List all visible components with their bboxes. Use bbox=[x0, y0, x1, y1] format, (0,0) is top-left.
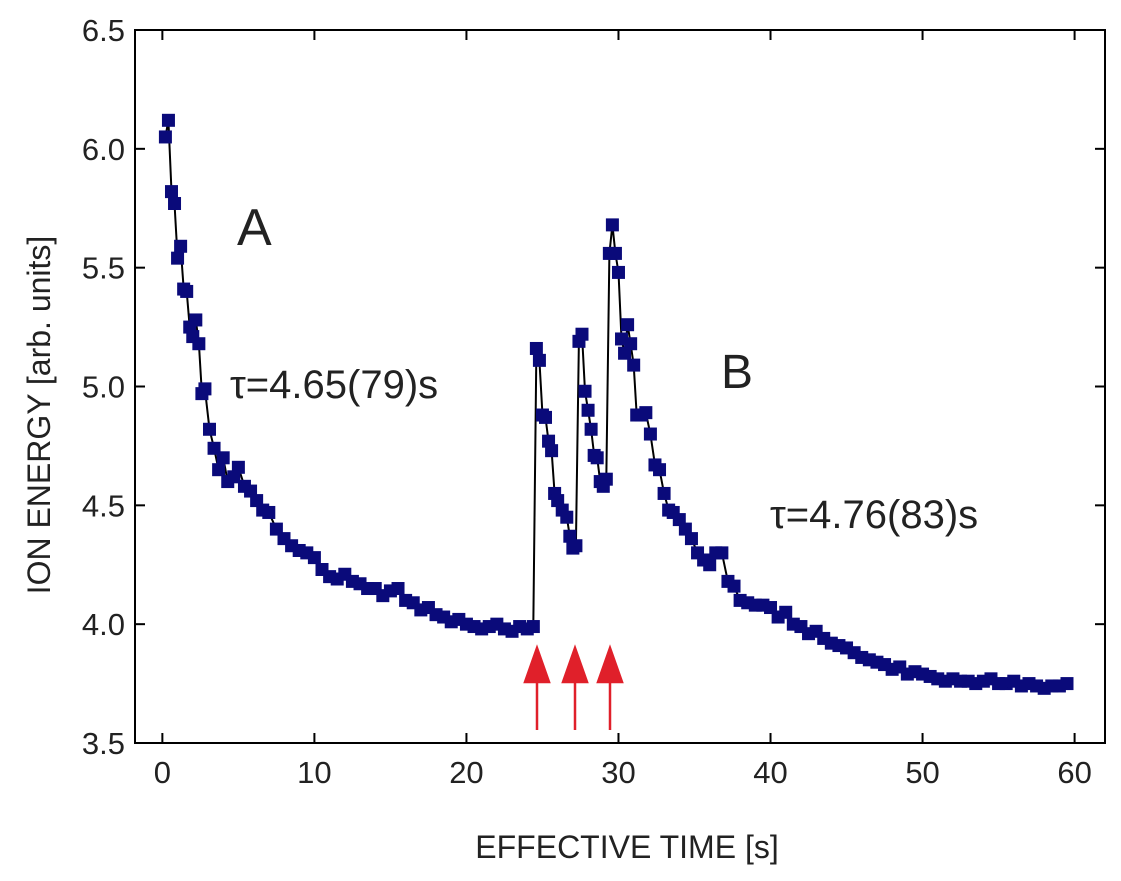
marker bbox=[168, 196, 182, 210]
x-axis-label: EFFECTIVE TIME [s] bbox=[475, 829, 778, 865]
marker bbox=[581, 403, 595, 417]
y-tick-label: 4.0 bbox=[82, 607, 125, 642]
marker bbox=[569, 539, 583, 553]
marker bbox=[657, 486, 671, 500]
marker bbox=[578, 384, 592, 398]
marker bbox=[216, 451, 230, 465]
y-tick-label: 4.5 bbox=[82, 488, 125, 523]
marker bbox=[545, 444, 559, 458]
marker bbox=[189, 313, 203, 327]
marker bbox=[624, 337, 638, 351]
marker bbox=[590, 451, 604, 465]
y-tick-label: 5.5 bbox=[82, 251, 125, 286]
y-tick-label: 3.5 bbox=[82, 726, 125, 761]
marker bbox=[174, 239, 188, 253]
annotation: τ=4.76(83)s bbox=[770, 493, 978, 537]
x-tick-label: 0 bbox=[154, 755, 171, 790]
x-tick-label: 10 bbox=[297, 755, 331, 790]
x-tick-label: 50 bbox=[905, 755, 939, 790]
marker bbox=[164, 185, 178, 199]
arrow-head bbox=[596, 644, 624, 684]
marker bbox=[231, 460, 245, 474]
marker bbox=[611, 265, 625, 279]
arrow-head bbox=[561, 644, 589, 684]
marker bbox=[703, 558, 717, 572]
marker bbox=[391, 582, 405, 596]
annotation: B bbox=[721, 346, 753, 399]
y-axis-label: ION ENERGY [arb. units] bbox=[21, 236, 57, 595]
marker bbox=[653, 463, 667, 477]
marker bbox=[198, 382, 212, 396]
marker bbox=[180, 284, 194, 298]
marker bbox=[212, 463, 226, 477]
marker bbox=[599, 472, 613, 486]
marker bbox=[307, 551, 321, 565]
plot-area bbox=[158, 113, 1074, 695]
marker bbox=[526, 620, 540, 634]
annotation: τ=4.65(79)s bbox=[230, 363, 438, 407]
marker bbox=[202, 422, 216, 436]
arrows bbox=[523, 644, 624, 730]
y-tick-label: 6.5 bbox=[82, 13, 125, 48]
marker bbox=[639, 406, 653, 420]
marker bbox=[539, 410, 553, 424]
marker bbox=[684, 532, 698, 546]
x-tick-label: 20 bbox=[449, 755, 483, 790]
annotation: A bbox=[237, 199, 272, 257]
marker bbox=[529, 341, 543, 355]
x-tick-label: 30 bbox=[601, 755, 635, 790]
marker bbox=[621, 318, 635, 332]
marker bbox=[158, 130, 172, 144]
marker bbox=[627, 358, 641, 372]
marker bbox=[779, 605, 793, 619]
marker bbox=[727, 579, 741, 593]
marker bbox=[643, 427, 657, 441]
marker bbox=[161, 113, 175, 127]
marker bbox=[560, 510, 574, 524]
marker bbox=[1060, 677, 1074, 691]
marker bbox=[605, 218, 619, 232]
marker bbox=[262, 505, 276, 519]
marker bbox=[715, 546, 729, 560]
marker bbox=[608, 246, 622, 260]
marker bbox=[575, 327, 589, 341]
x-tick-label: 40 bbox=[753, 755, 787, 790]
y-tick-label: 5.0 bbox=[82, 370, 125, 405]
x-tick-label: 60 bbox=[1057, 755, 1091, 790]
marker bbox=[584, 422, 598, 436]
arrow-head bbox=[523, 644, 551, 684]
marker bbox=[171, 251, 185, 265]
y-tick-label: 6.0 bbox=[82, 132, 125, 167]
marker bbox=[532, 353, 546, 367]
marker bbox=[192, 337, 206, 351]
